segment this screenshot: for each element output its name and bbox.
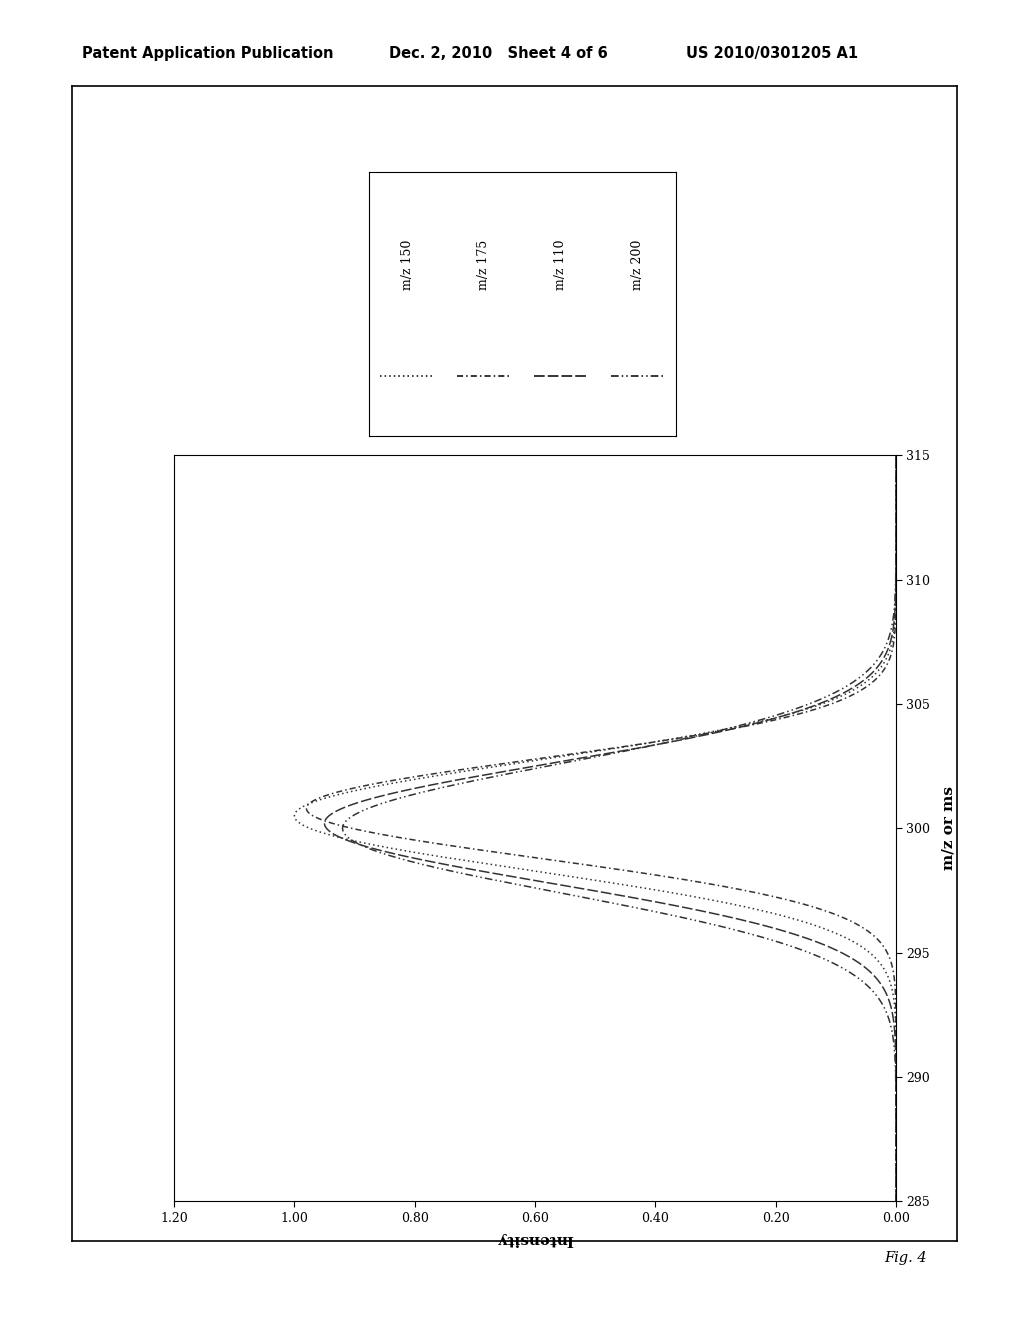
Text: Patent Application Publication: Patent Application Publication	[82, 46, 334, 61]
Text: Dec. 2, 2010   Sheet 4 of 6: Dec. 2, 2010 Sheet 4 of 6	[389, 46, 608, 61]
Text: m/z 150: m/z 150	[400, 240, 414, 290]
Text: US 2010/0301205 A1: US 2010/0301205 A1	[686, 46, 858, 61]
Text: m/z 110: m/z 110	[554, 240, 567, 290]
Text: Fig. 4: Fig. 4	[884, 1250, 927, 1265]
Y-axis label: m/z or ms: m/z or ms	[941, 787, 955, 870]
Text: m/z 200: m/z 200	[631, 240, 644, 290]
X-axis label: Intensity: Intensity	[497, 1232, 573, 1246]
Text: m/z 175: m/z 175	[477, 240, 490, 290]
